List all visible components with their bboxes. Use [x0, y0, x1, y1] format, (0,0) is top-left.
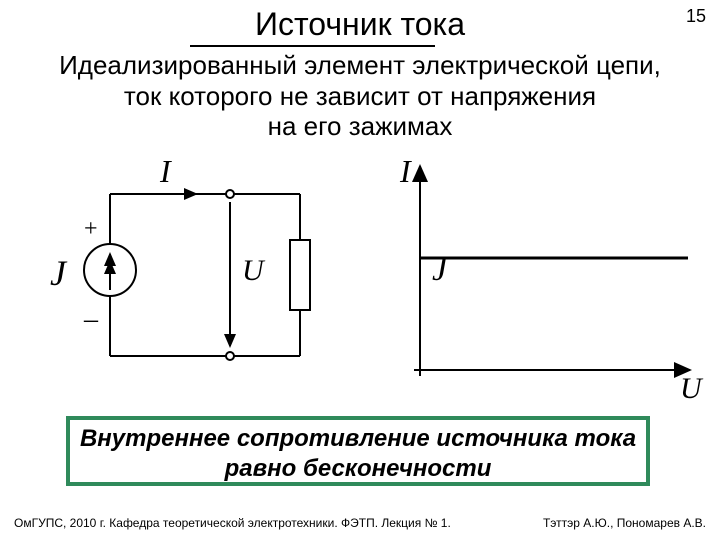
circuit-label-I: I: [159, 153, 172, 189]
definition-text: Идеализированный элемент электрической ц…: [0, 50, 720, 142]
graph-label-U: U: [680, 372, 704, 405]
iv-graph: I U J: [399, 153, 704, 405]
graph-label-J: J: [432, 251, 449, 288]
circuit-diagram: I J U + –: [50, 153, 310, 360]
graph-label-I: I: [399, 153, 412, 189]
slide: 15 Источник тока Идеализированный элемен…: [0, 0, 720, 540]
terminal-top: [226, 190, 234, 198]
footer-right: Тэттэр А.Ю., Пономарев А.В.: [543, 516, 706, 530]
conclusion-line-1: Внутреннее сопротивление источника тока: [80, 425, 636, 452]
circuit-label-U: U: [242, 254, 266, 287]
circuit-label-J: J: [50, 253, 68, 293]
resistor-icon: [290, 240, 310, 310]
definition-line-1: Идеализированный элемент электрической ц…: [59, 50, 661, 80]
definition-line-2: ток которого не зависит от напряжения: [124, 81, 596, 111]
title-underline: [190, 45, 435, 47]
conclusion-box: Внутреннее сопротивление источника тока …: [66, 416, 650, 486]
minus-sign: –: [83, 304, 99, 335]
slide-title: Источник тока: [0, 6, 720, 43]
footer-left: ОмГУПС, 2010 г. Кафедра теоретической эл…: [14, 516, 451, 530]
terminal-bottom: [226, 352, 234, 360]
plus-sign: +: [84, 216, 98, 242]
diagram-svg: I J U + – I U J: [0, 150, 720, 410]
diagram-area: I J U + – I U J: [0, 150, 720, 410]
conclusion-line-2: равно бесконечности: [225, 455, 492, 482]
definition-line-3: на его зажимах: [268, 111, 453, 141]
